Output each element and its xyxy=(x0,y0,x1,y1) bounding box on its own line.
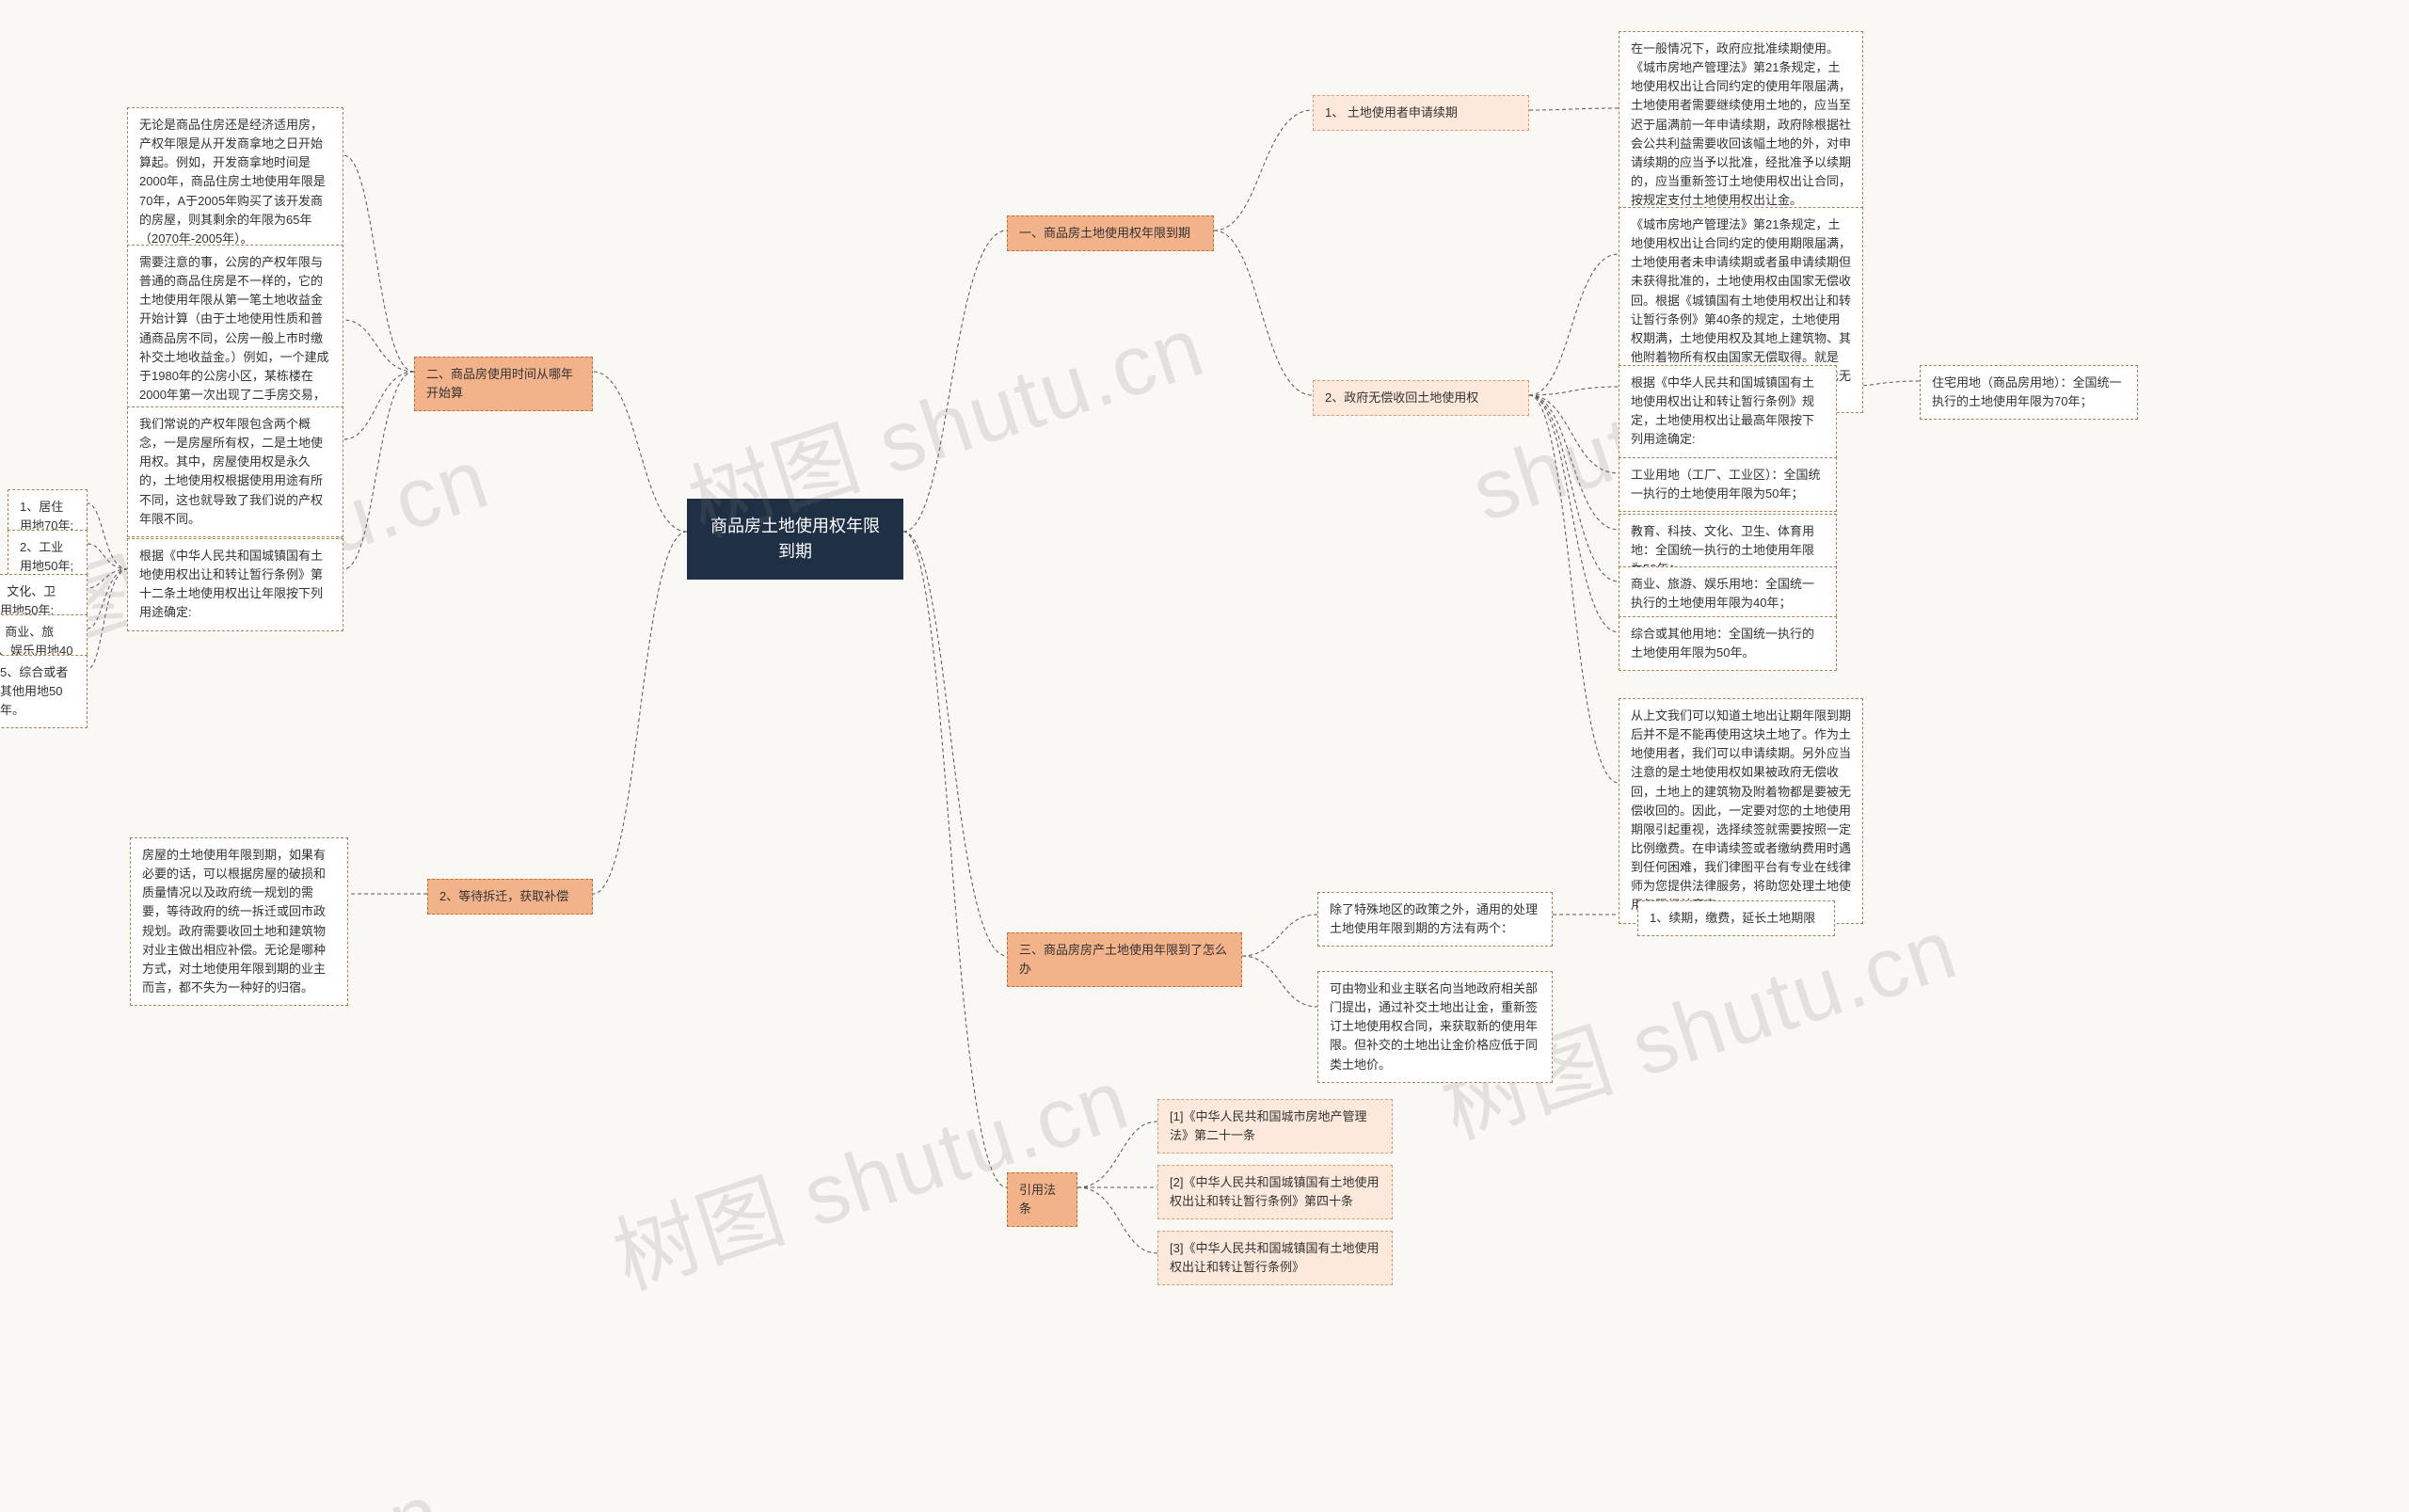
mindmap-node: 住宅用地（商品房用地）：全国统一执行的土地使用年限为70年； xyxy=(1920,365,2138,420)
mindmap-node: [2]《中华人民共和国城镇国有土地使用权出让和转让暂行条例》第四十条 xyxy=(1157,1165,1393,1219)
mindmap-node: 引用法条 xyxy=(1007,1172,1077,1227)
mindmap-node: 在一般情况下，政府应批准续期使用。《城市房地产管理法》第21条规定，土地使用权出… xyxy=(1619,31,1863,218)
mindmap-node: 无论是商品住房还是经济适用房，产权年限是从开发商拿地之日开始算起。例如，开发商拿… xyxy=(127,107,343,257)
mindmap-node: 综合或其他用地：全国统一执行的土地使用年限为50年。 xyxy=(1619,616,1837,671)
mindmap-node: 根据《中华人民共和国城镇国有土地使用权出让和转让暂行条例》规定，土地使用权出让最… xyxy=(1619,365,1837,458)
mindmap-node: 商业、旅游、娱乐用地：全国统一执行的土地使用年限为40年； xyxy=(1619,566,1837,621)
mindmap-node: 1、 土地使用者申请续期 xyxy=(1313,95,1529,131)
root-label: 商品房土地使用权年限到期 xyxy=(710,517,880,561)
mindmap-node: 2、等待拆迁，获取补偿 xyxy=(427,879,593,915)
mindmap-node: 工业用地（工厂、工业区）：全国统一执行的土地使用年限为50年； xyxy=(1619,457,1837,512)
mindmap-node: 从上文我们可以知道土地出让期年限到期后并不是不能再使用这块土地了。作为土地使用者… xyxy=(1619,698,1863,924)
mindmap-node: 二、商品房使用时间从哪年开始算 xyxy=(414,357,593,411)
mindmap-node: 一、商品房土地使用权年限到期 xyxy=(1007,215,1214,251)
mindmap-node: 可由物业和业主联名向当地政府相关部门提出，通过补交土地出让金，重新签订土地使用权… xyxy=(1317,971,1553,1083)
root-node: 商品房土地使用权年限到期 xyxy=(687,499,903,580)
mindmap-node: 1、续期，缴费，延长土地期限 xyxy=(1637,900,1835,936)
mindmap-node: 房屋的土地使用年限到期，如果有必要的话，可以根据房屋的破损和质量情况以及政府统一… xyxy=(130,837,348,1006)
mindmap-node: 我们常说的产权年限包含两个概念，一是房屋所有权，二是土地使用权。其中，房屋使用权… xyxy=(127,406,343,537)
mindmap-node: [3]《中华人民共和国城镇国有土地使用权出让和转让暂行条例》 xyxy=(1157,1231,1393,1285)
mindmap-node: 5、综合或者其他用地50年。 xyxy=(0,655,88,728)
mindmap-node: 除了特殊地区的政策之外，通用的处理土地使用年限到期的方法有两个： xyxy=(1317,892,1553,947)
mindmap-node: 三、商品房房产土地使用年限到了怎么办 xyxy=(1007,932,1242,987)
mindmap-node: 根据《中华人民共和国城镇国有土地使用权出让和转让暂行条例》第十二条土地使用权出让… xyxy=(127,538,343,631)
mindmap-node: [1]《中华人民共和国城市房地产管理法》第二十一条 xyxy=(1157,1099,1393,1154)
mindmap-node: 2、政府无偿收回土地使用权 xyxy=(1313,380,1529,416)
